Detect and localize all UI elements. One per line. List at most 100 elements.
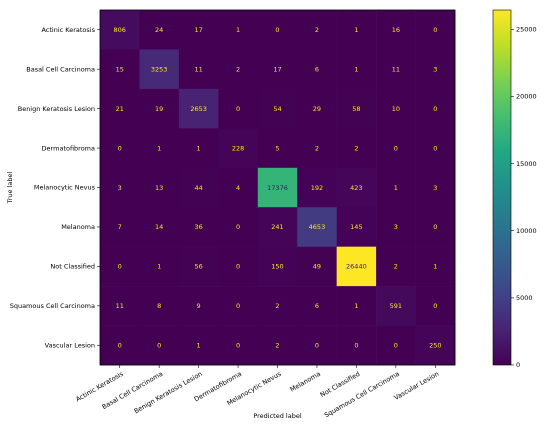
- colorbar-tick-label-2: 10000: [516, 227, 537, 235]
- heatmap-cell-r1-c6: [336, 49, 377, 90]
- heatmap-cell-r7-c4: [257, 286, 298, 326]
- heatmap-cell-r0-c6: [336, 10, 377, 50]
- cell-value-r5-c2: 36: [194, 223, 202, 231]
- colorbar-ticks: 0 5000 10000 15000 20000 25000: [511, 26, 537, 369]
- cell-value-r6-c4: 150: [271, 263, 283, 271]
- cell-value-r4-c0: 3: [118, 184, 122, 192]
- cell-value-r8-c2: 1: [197, 342, 201, 350]
- heatmap-cell-r8-c2: [178, 325, 219, 366]
- cell-value-r6-c1: 1: [157, 263, 161, 271]
- heatmap-cell-r2-c3: [218, 88, 259, 129]
- cell-value-r7-c2: 9: [197, 302, 201, 310]
- cell-value-r2-c1: 19: [155, 105, 163, 113]
- heatmap-cell-r2-c6: [336, 88, 377, 129]
- colorbar-tick-label-3: 15000: [516, 160, 537, 168]
- heatmap-cell-r2-c1: [139, 88, 180, 129]
- heatmap-cell-r8-c0: [100, 325, 140, 366]
- cell-value-r4-c8: 3: [433, 184, 437, 192]
- heatmap-cell-r4-c2: [178, 167, 219, 208]
- heatmap-cell-r8-c3: [218, 325, 259, 366]
- heatmap-cell-r6-c3: [218, 246, 259, 287]
- cell-value-r6-c6: 26440: [346, 263, 367, 271]
- heatmap-cell-r0-c8: [415, 10, 456, 50]
- heatmap-cell-r2-c8: [415, 88, 456, 129]
- colorbar: [492, 9, 512, 366]
- cell-value-r5-c0: 7: [118, 223, 122, 231]
- cell-value-r6-c5: 49: [313, 263, 321, 271]
- y-tick-labels: Actinic Keratosis Basal Cell Carcinoma Ben…: [10, 26, 100, 349]
- cell-value-r1-c3: 2: [236, 65, 240, 73]
- heatmap-cell-r0-c1: [139, 10, 180, 50]
- heatmap-cell-r0-c5: [297, 10, 337, 50]
- cell-value-r5-c5: 4653: [309, 223, 326, 231]
- cell-value-r1-c0: 15: [116, 65, 124, 73]
- cell-value-r3-c1: 1: [157, 144, 161, 152]
- heatmap-cell-r7-c5: [297, 286, 337, 326]
- cell-value-r3-c7: 0: [394, 144, 398, 152]
- heatmap-cell-r2-c0: [100, 88, 140, 129]
- y-tick-label-6: Not Classified: [50, 263, 95, 271]
- cell-value-r1-c4: 17: [273, 65, 281, 73]
- heatmap-cell-r1-c8: [415, 49, 456, 90]
- heatmap-cell-r7-c8: [415, 286, 456, 326]
- heatmap-cell-r0-c0: [100, 10, 140, 50]
- heatmap-cell-r8-c7: [376, 325, 416, 366]
- heatmap-cell-r3-c0: [100, 128, 140, 169]
- cell-value-r7-c0: 11: [116, 302, 124, 310]
- heatmap-cell-r0-c2: [178, 10, 219, 50]
- y-tick-label-7: Squamous Cell Carcinoma: [10, 302, 95, 310]
- x-tick-label-2: Benign Keratosis Lesion: [133, 370, 204, 416]
- cell-value-r4-c5: 192: [311, 184, 323, 192]
- colorbar-tick-label-0: 0: [516, 361, 520, 369]
- x-axis-label: Predicted label: [253, 412, 301, 420]
- heatmap-cell-r2-c7: [376, 88, 416, 129]
- cell-value-r2-c5: 29: [313, 105, 321, 113]
- heatmap-cell-r6-c5: [297, 246, 337, 287]
- heatmap-cell-r0-c7: [376, 10, 416, 50]
- heatmap-cell-r7-c1: [139, 286, 180, 326]
- cell-value-r3-c5: 2: [315, 144, 319, 152]
- y-tick-label-5: Melanoma: [61, 223, 95, 231]
- heatmap-cell-r5-c7: [376, 207, 416, 247]
- cell-value-r0-c5: 2: [315, 26, 319, 34]
- heatmap-cell-r4-c8: [415, 167, 456, 208]
- y-tick-label-4: Melanocytic Nevus: [34, 184, 96, 192]
- heatmap-cell-r1-c7: [376, 49, 416, 90]
- colorbar-tick-label-1: 5000: [516, 294, 533, 302]
- cell-value-r7-c8: 0: [433, 302, 437, 310]
- cell-value-r3-c0: 0: [118, 144, 122, 152]
- cell-value-r2-c6: 58: [352, 105, 360, 113]
- heatmap-cell-r3-c8: [415, 128, 456, 169]
- cell-value-r8-c5: 0: [315, 342, 319, 350]
- cell-value-r0-c6: 1: [354, 26, 358, 34]
- heatmap-cell-r5-c8: [415, 207, 456, 247]
- heatmap-cell-r6-c6: [336, 246, 377, 287]
- cell-value-r7-c3: 0: [236, 302, 240, 310]
- heatmap-cell-r0-c4: [257, 10, 298, 50]
- y-tick-label-1: Basal Cell Carcinoma: [26, 65, 95, 73]
- heatmap-cell-r5-c3: [218, 207, 259, 247]
- heatmap-cell-r6-c4: [257, 246, 298, 287]
- heatmap-cell-r7-c7: [376, 286, 416, 326]
- cell-value-r7-c7: 591: [390, 302, 402, 310]
- heatmap-cell-r5-c2: [178, 207, 219, 247]
- cell-value-r7-c4: 2: [275, 302, 279, 310]
- heatmap-cell-r5-c0: [100, 207, 140, 247]
- colorbar-tick-label-5: 25000: [516, 26, 537, 34]
- heatmap-cell-r4-c0: [100, 167, 140, 208]
- cell-value-r4-c3: 4: [236, 184, 240, 192]
- cell-value-r0-c0: 806: [114, 26, 126, 34]
- heatmap-cell-r8-c4: [257, 325, 298, 366]
- heatmap-cell-r8-c6: [336, 325, 377, 366]
- cell-value-r1-c2: 11: [194, 65, 202, 73]
- cell-value-r1-c7: 11: [392, 65, 400, 73]
- cell-value-r5-c8: 0: [433, 223, 437, 231]
- heatmap-cell-r1-c1: [139, 49, 180, 90]
- heatmap-cell-r8-c5: [297, 325, 337, 366]
- cell-value-r6-c2: 56: [194, 263, 202, 271]
- heatmap-cell-r1-c2: [178, 49, 219, 90]
- y-tick-label-8: Vascular Lesion: [45, 341, 95, 349]
- heatmap-cell-r2-c5: [297, 88, 337, 129]
- cell-value-r2-c2: 2653: [190, 105, 207, 113]
